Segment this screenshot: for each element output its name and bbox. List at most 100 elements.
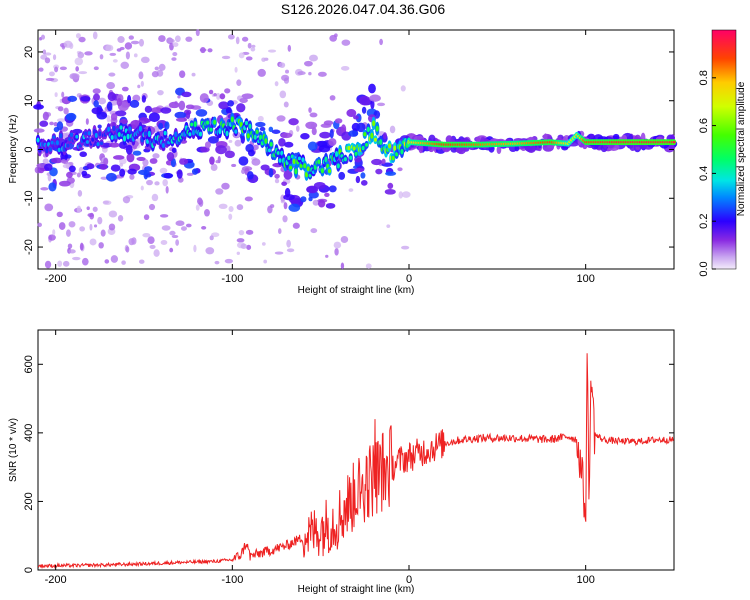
spectrogram-cell <box>38 67 44 72</box>
spectrogram-cell <box>81 170 88 177</box>
spectrogram-ridge-core <box>264 138 268 144</box>
spectrogram-cell <box>138 38 144 47</box>
spectrogram-cell <box>142 158 149 167</box>
spectrogram-cell <box>236 251 240 255</box>
spectrogram-cell <box>328 185 337 193</box>
spectrogram-ridge-core <box>234 129 238 134</box>
spectrogram-cell <box>250 47 256 52</box>
spectrogram-cell <box>328 138 337 146</box>
spectrogram-cell <box>128 238 135 246</box>
spectrogram-cell <box>268 168 274 178</box>
colorbar: 0.0 0.2 0.4 0.6 0.8 Normalized spectral ampl… <box>698 29 747 277</box>
spectrogram-cell <box>108 72 116 77</box>
spectrogram-cell <box>40 34 46 40</box>
spectrogram-ridge-core <box>213 119 217 125</box>
spectrogram-cell <box>355 175 361 184</box>
spectrogram-cell <box>181 91 192 98</box>
spectrogram-cell <box>92 206 98 212</box>
spectrogram-x-ticks: -200 -100 0 100 <box>45 30 595 285</box>
spectrogram-cell <box>169 230 176 236</box>
spectrogram-cell <box>97 216 103 225</box>
spectrogram-cell <box>108 223 116 231</box>
spectrogram-ridge-core <box>84 131 88 136</box>
spectrogram-ridge-core <box>324 156 328 163</box>
spectrogram-cell <box>325 254 329 258</box>
spectrogram-cell <box>129 99 140 108</box>
spectrogram-cell <box>76 172 81 178</box>
spectrogram-cell <box>177 95 181 99</box>
spectrogram-x-tick-label: 0 <box>406 273 412 285</box>
spectrogram-cell <box>171 147 177 153</box>
spectrogram-cell <box>208 89 214 95</box>
spectrogram-cell <box>106 101 113 112</box>
spectrogram-cell <box>163 172 173 179</box>
spectrogram-cell <box>240 243 247 249</box>
spectrogram-cell <box>209 156 215 165</box>
spectrogram-cell <box>62 163 71 169</box>
spectrogram-cell <box>310 228 318 234</box>
spectrogram-cell <box>97 124 102 129</box>
spectrogram-cell <box>67 243 73 249</box>
spectrogram-cell <box>381 158 386 165</box>
spectrogram-ridge-core <box>36 137 40 143</box>
figure-title: S126.2026.047.04.36.G06 <box>281 1 445 17</box>
spectrogram-ridge-core <box>317 159 321 164</box>
spectrogram-cell <box>543 133 548 142</box>
spectrogram-cell <box>236 103 246 113</box>
spectrogram-cell <box>140 185 144 191</box>
spectrogram-ridge-core <box>117 132 121 138</box>
spectrogram-cell <box>185 36 193 42</box>
spectrogram-cell <box>122 196 131 204</box>
spectrogram-cell <box>348 130 359 137</box>
spectrogram-ridge-core <box>292 158 296 164</box>
spectrogram-cell <box>224 88 231 94</box>
spectrogram-ridge-core <box>138 125 143 132</box>
spectrogram-ridge-core <box>75 134 79 139</box>
spectrogram-ridge-core <box>57 147 61 153</box>
spectrogram-ridge-core <box>391 155 395 161</box>
spectrogram-cell <box>157 89 164 96</box>
snr-y-tick-label: 0 <box>23 567 35 573</box>
snr-series-line <box>38 353 674 569</box>
spectrogram-cell <box>68 249 76 254</box>
spectrogram-cell <box>317 199 326 208</box>
spectrogram-cell <box>334 248 339 256</box>
spectrogram-cell <box>201 225 207 230</box>
spectrogram-cell <box>148 203 156 211</box>
spectrogram-ridge-core <box>174 131 178 138</box>
spectrogram-cell <box>72 128 83 134</box>
spectrogram-cell <box>401 245 410 250</box>
spectrogram-cell <box>152 153 160 159</box>
spectrogram-cell <box>247 42 252 49</box>
spectrogram-cell <box>279 90 287 99</box>
spectrogram-cell <box>284 141 294 148</box>
spectrogram-cell <box>42 49 47 55</box>
spectrogram-cell <box>150 107 163 114</box>
spectrogram-ridge-core <box>352 146 356 151</box>
spectrogram-cell <box>125 144 133 155</box>
spectrogram-cell <box>48 182 57 192</box>
spectrogram-cell <box>110 113 118 121</box>
spectrogram-cell <box>274 251 284 255</box>
spectrogram-ridge-core <box>370 132 374 139</box>
spectrogram-cell <box>257 68 266 77</box>
spectrogram-cell <box>561 145 569 151</box>
spectrogram-cell <box>199 48 207 52</box>
spectrogram-ridge-core <box>299 163 303 168</box>
spectrogram-cell <box>75 66 79 72</box>
spectrogram-ridge-core <box>100 141 104 146</box>
spectrogram-cell <box>348 188 354 192</box>
spectrogram-cell <box>274 173 280 179</box>
spectrogram-x-tick-label: 100 <box>576 273 594 285</box>
spectrogram-cell <box>252 144 259 151</box>
spectrogram-cell <box>138 169 150 176</box>
spectrogram-cell <box>365 263 372 269</box>
spectrogram-cell <box>389 125 396 134</box>
spectrogram-cell <box>160 240 168 245</box>
spectrogram-cell <box>195 109 208 117</box>
spectrogram-cell <box>98 242 104 249</box>
spectrogram-cell <box>65 112 77 121</box>
spectrogram-cell <box>246 244 252 250</box>
spectrogram-cell <box>110 255 119 263</box>
spectrogram-ridge-core <box>66 143 70 148</box>
